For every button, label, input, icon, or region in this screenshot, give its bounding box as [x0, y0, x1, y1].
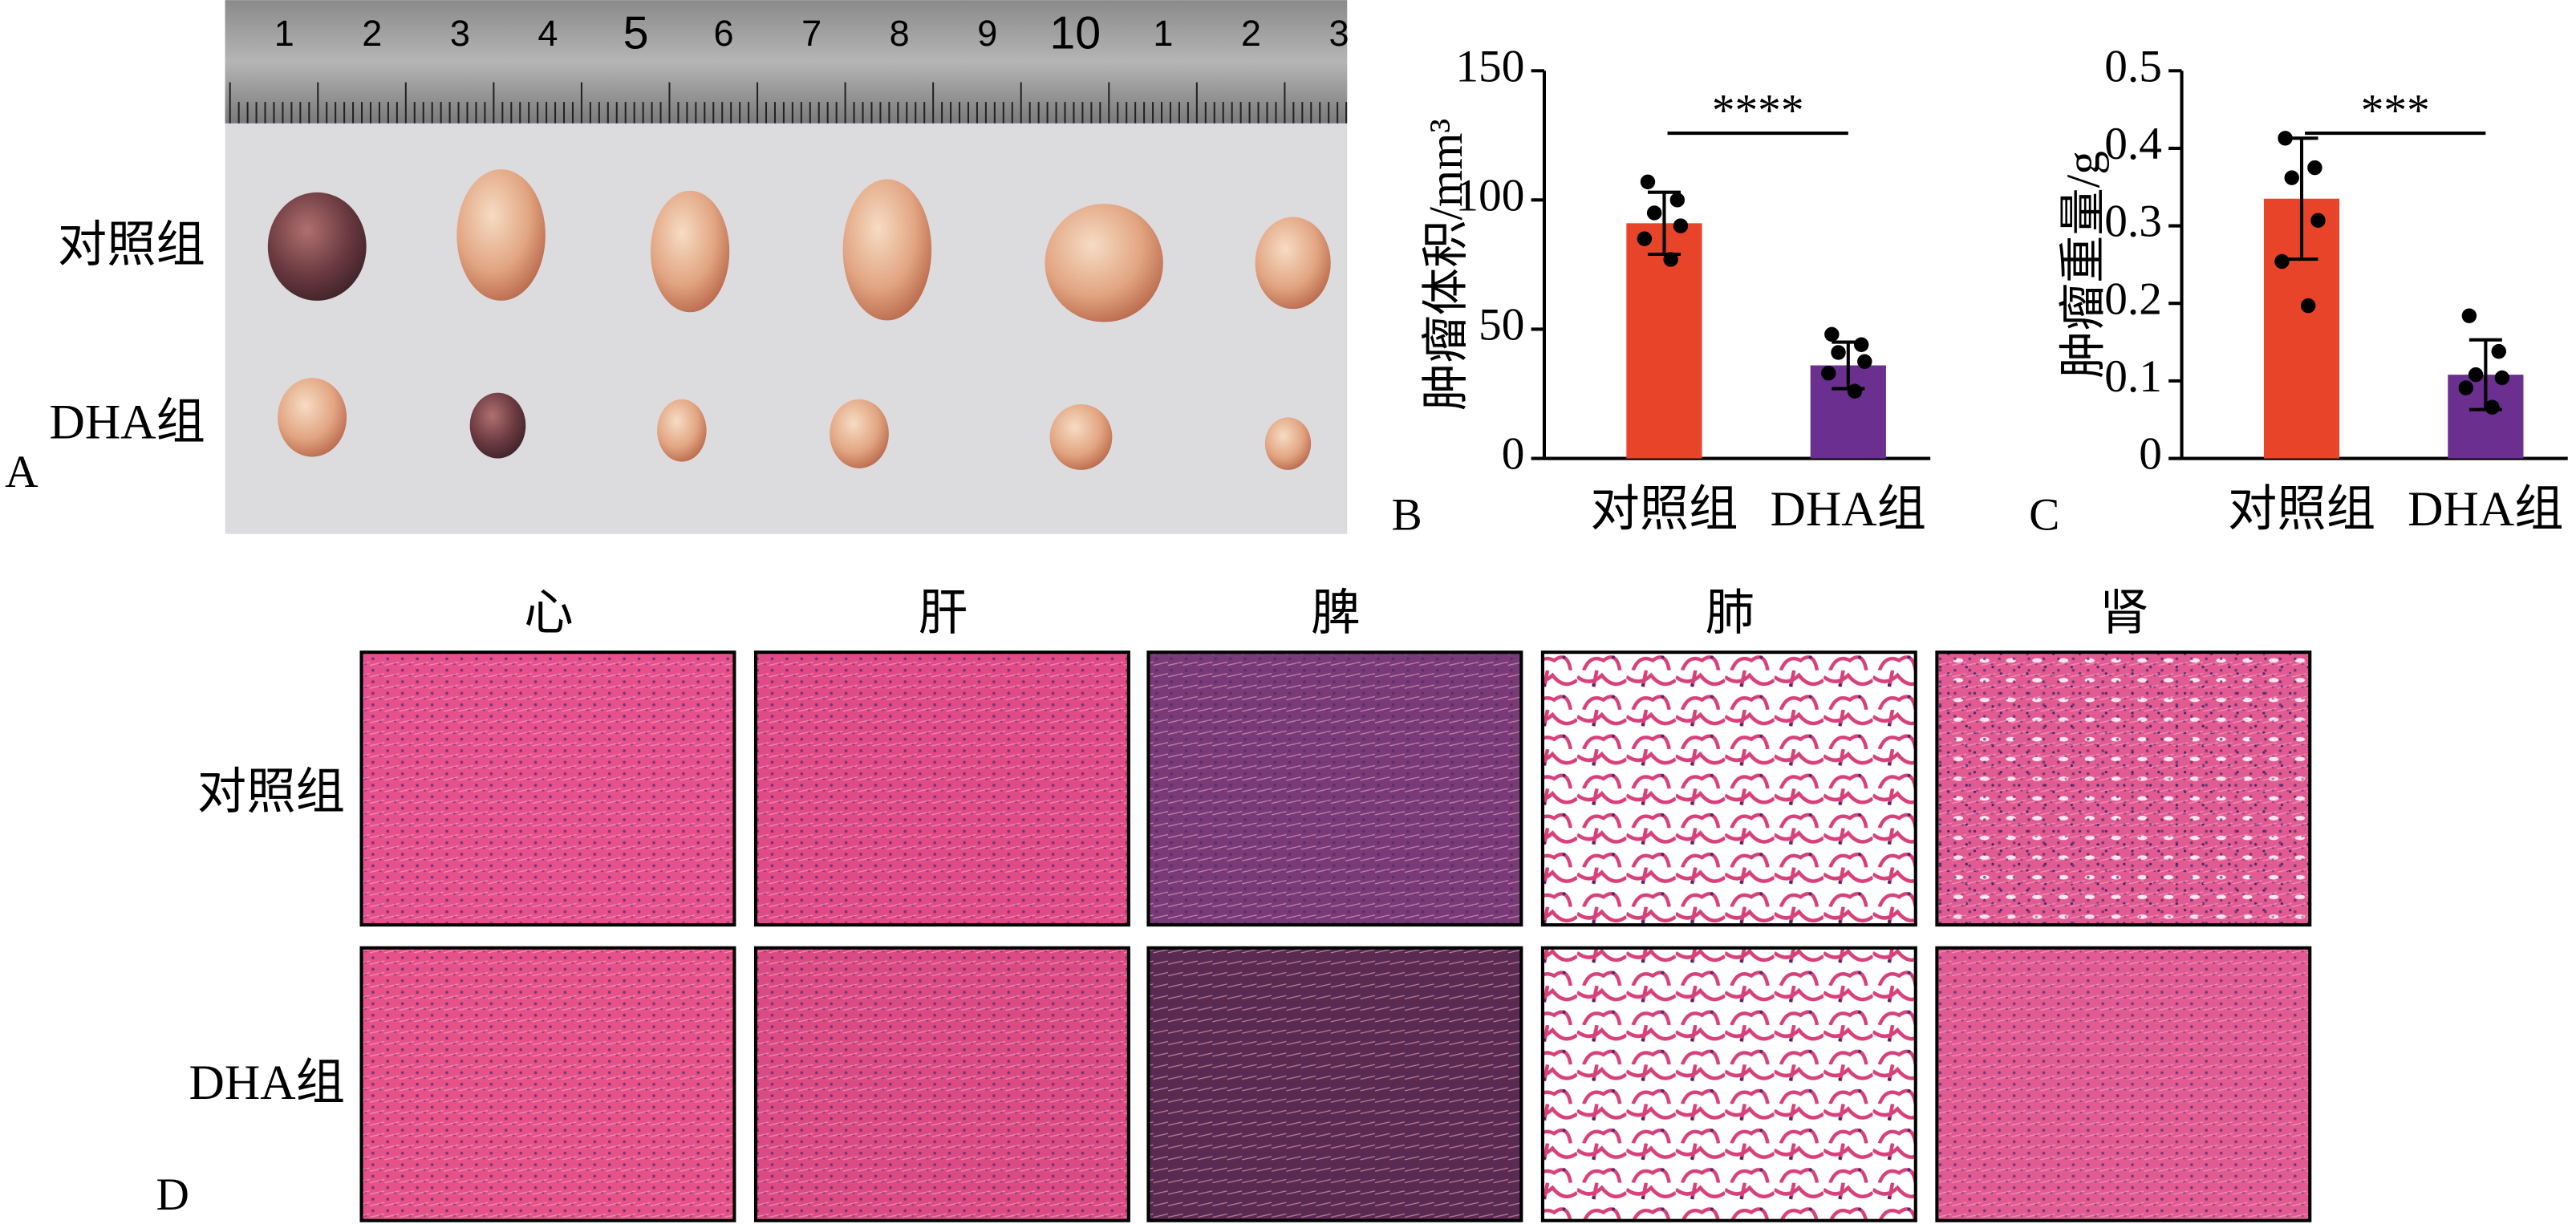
- panel-label: B: [1392, 489, 1422, 540]
- ruler-number: 8: [890, 13, 910, 54]
- x-tick-label: 对照组: [1590, 482, 1738, 537]
- ruler-ticks: 1 2 3 4 5 6 7 8 9 10 1 2 3: [229, 7, 1349, 124]
- micrograph-border: [359, 651, 736, 927]
- data-point: [2310, 213, 2326, 229]
- x-tick-label: DHA组: [1771, 482, 1927, 537]
- ruler-number: 10: [1049, 7, 1101, 59]
- micrograph-border: [1935, 651, 2312, 927]
- micrograph-texture: [1148, 947, 1522, 1221]
- micrograph-texture: [1148, 652, 1522, 926]
- data-point: [2468, 367, 2484, 383]
- column-label: 肝: [919, 586, 968, 640]
- row-label: DHA组: [189, 1056, 346, 1110]
- data-point: [1669, 193, 1686, 208]
- data-point: [2300, 298, 2316, 314]
- y-tick-label: 0: [2139, 429, 2162, 480]
- micrograph-border: [1540, 946, 1917, 1222]
- micrograph-border: [359, 946, 736, 1222]
- data-point: [1824, 326, 1840, 342]
- ruler: [225, 0, 1348, 124]
- micrograph-texture: [756, 652, 1129, 926]
- ruler-number: 6: [714, 13, 734, 54]
- row-label: 对照组: [58, 218, 205, 273]
- y-tick-label: 0.5: [2104, 41, 2162, 91]
- row-label: 对照组: [197, 764, 345, 819]
- significance: ***: [2361, 86, 2430, 136]
- data-point: [1847, 383, 1863, 399]
- ruler-number: 2: [1241, 13, 1261, 54]
- data-point: [2278, 131, 2293, 146]
- ruler-number: 2: [362, 13, 382, 54]
- data-point: [2458, 380, 2474, 395]
- bar-chart: C 肿瘤重量/g 0 0.1 0.2 0.3 0.4 0.5 对照组 DHA组 ***: [2029, 41, 2568, 540]
- micrograph-border: [1540, 651, 1917, 927]
- data-point: [1637, 231, 1653, 246]
- panel-label: A: [5, 447, 38, 497]
- bar-chart: B 肿瘤体积/mm³ 0 50 100 150 对照组 DHA组 ****: [1392, 41, 1931, 540]
- row-label: DHA组: [49, 395, 205, 450]
- micrograph-border: [753, 651, 1130, 927]
- micrograph: [1542, 652, 1916, 926]
- y-tick-label: 0.3: [2104, 197, 2162, 247]
- data-point: [1831, 345, 1846, 360]
- micrograph-texture: [1937, 652, 2310, 926]
- ruler-number: 1: [274, 13, 294, 54]
- charts: B 肿瘤体积/mm³ 0 50 100 150 对照组 DHA组 **** C 肿瘤重量/g 0 0.1…: [1392, 41, 2568, 540]
- ruler-number: 5: [623, 7, 649, 59]
- y-tick-label: 0.1: [2104, 351, 2162, 402]
- y-axis-label: 肿瘤重量/g: [2056, 151, 2109, 379]
- y-tick-label: 150: [1455, 41, 1524, 91]
- x-tick-label: 对照组: [2228, 482, 2375, 537]
- micrograph-texture: [361, 652, 735, 926]
- column-label: 脾: [1311, 586, 1360, 640]
- ruler-number: 3: [1329, 13, 1349, 54]
- micrograph-border: [1146, 946, 1523, 1222]
- data-point: [1646, 205, 1662, 221]
- tumors: [267, 169, 1331, 470]
- data-point: [2494, 370, 2510, 386]
- y-tick-label: 0.2: [2104, 274, 2162, 324]
- data-point: [1821, 365, 1836, 381]
- panel-label: C: [2029, 489, 2059, 540]
- data-point: [1663, 252, 1678, 267]
- ruler-number: 1: [1153, 13, 1173, 54]
- micrograph-border: [753, 946, 1130, 1222]
- data-point: [2274, 253, 2290, 270]
- data-point: [2461, 308, 2477, 323]
- y-tick-label: 50: [1479, 300, 1524, 351]
- column-label: 肺: [1706, 586, 1755, 640]
- column-label: 心: [524, 586, 573, 640]
- y-axis-label: 肿瘤体积/mm³: [1419, 119, 1472, 411]
- micrograph-texture: [756, 947, 1129, 1221]
- ruler-number: 3: [450, 13, 470, 54]
- y-tick-label: 0: [1502, 429, 1525, 480]
- micrograph-texture: [1937, 947, 2310, 1221]
- micrograph: [1542, 947, 1916, 1221]
- ruler-number: 7: [801, 13, 821, 54]
- data-point: [1640, 174, 1656, 189]
- micrograph-texture: [361, 947, 735, 1221]
- ruler-number: 4: [538, 13, 558, 54]
- column-label: 肾: [2099, 586, 2148, 640]
- data-point: [1857, 354, 1872, 369]
- significance: ****: [1712, 86, 1804, 136]
- x-tick-label: DHA组: [2408, 482, 2564, 537]
- y-tick-label: 0.4: [2104, 119, 2162, 169]
- ruler-number: 9: [977, 13, 997, 54]
- panel-label: D: [156, 1169, 189, 1220]
- micrograph-border: [1146, 651, 1523, 927]
- panel-d: D 对照组 DHA组 心 肝 脾 肺 肾: [156, 586, 2312, 1222]
- panel-a: 1 2 3 4 5 6 7 8 9 10 1 2 3 对照组 DHA组 A: [5, 0, 1349, 534]
- micrograph-border: [1935, 946, 2312, 1222]
- y-tick-label: 100: [1455, 170, 1524, 221]
- data-point: [2485, 399, 2500, 415]
- data-point: [2307, 160, 2322, 176]
- data-point: [1673, 218, 1689, 233]
- data-point: [1853, 337, 1869, 352]
- data-point: [2284, 170, 2299, 185]
- data-point: [2491, 343, 2506, 359]
